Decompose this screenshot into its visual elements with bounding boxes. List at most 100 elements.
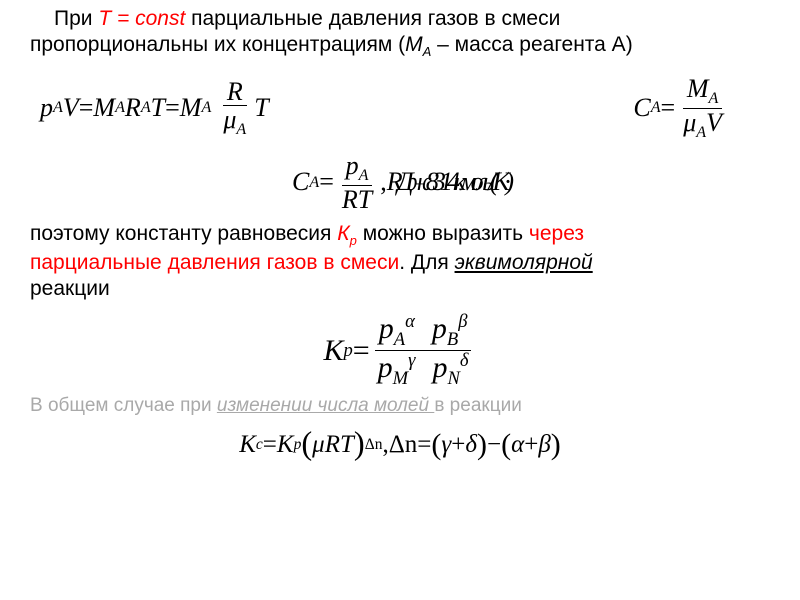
eq1-left: pAV = MARAT = MA R μA T xyxy=(40,78,269,139)
eq1-M: M xyxy=(93,92,115,125)
kc-gamma: γ xyxy=(441,429,451,460)
para1-lead: При xyxy=(30,7,98,30)
eq-row-1: pAV = MARAT = MA R μA T CA = MA μAV xyxy=(30,75,770,142)
eq1-frac-num: R xyxy=(223,78,247,106)
kc-lpar3: ( xyxy=(501,426,511,464)
eq1-eq2: = xyxy=(165,92,180,125)
eq1-eq1: = xyxy=(79,92,94,125)
kc-delta: δ xyxy=(465,429,477,460)
eq-mid: CA = pA RT , R Дж8314кмоль/ (K · ) xyxy=(292,152,508,213)
p2-Kp: К xyxy=(337,222,349,245)
kc-rpar3: ) xyxy=(551,426,561,464)
kc-c: c xyxy=(256,435,263,454)
kc-mu: μ xyxy=(312,429,325,460)
kp-frac: pAα pBβ pMγ pNδ xyxy=(374,312,473,388)
para-2: поэтому константу равновесия Кp можно вы… xyxy=(30,221,770,302)
ca-M: M xyxy=(687,74,709,103)
kp-B: B xyxy=(447,329,458,350)
mid-A: A xyxy=(309,173,319,193)
p2-d: парциальные давления газов в смеси xyxy=(30,251,399,274)
kc-rpar2: ) xyxy=(477,426,487,464)
para1-MA: M xyxy=(405,33,423,56)
para1-line2b: – масса реагента А) xyxy=(431,33,632,56)
kp-N: N xyxy=(448,368,460,389)
kc-K: K xyxy=(239,429,256,460)
kp-eq: = xyxy=(353,332,370,370)
kp-beta: β xyxy=(458,311,467,332)
kp-p: p xyxy=(343,339,352,362)
mid-den: RT xyxy=(338,186,376,213)
p2-a: поэтому константу равновесия xyxy=(30,222,337,245)
kp-pN: p xyxy=(433,351,448,384)
p2-e: . Для xyxy=(399,251,454,274)
eq1-muA: A xyxy=(236,121,246,138)
kc-Kp: K xyxy=(277,429,294,460)
mid-p: p xyxy=(346,151,359,180)
mid-eq: = xyxy=(319,166,334,199)
para1-after-t: парциальные давления газов в смеси xyxy=(185,7,560,30)
eq1-MA: A xyxy=(115,98,125,118)
kp-A: A xyxy=(394,329,405,350)
kc-rpar: ) xyxy=(354,424,365,465)
kc-lpar: ( xyxy=(301,424,312,465)
para-3: В общем случае при изменении числа молей… xyxy=(30,394,770,418)
mid-frac: pA RT xyxy=(338,152,376,213)
ca-mu: μ xyxy=(683,108,696,137)
kp-pB: p xyxy=(432,312,447,345)
ca-muA: A xyxy=(696,124,706,141)
kc-T: T xyxy=(340,429,354,460)
ca-num: MA xyxy=(683,75,723,109)
para-1: При T = const парциальные давления газов… xyxy=(30,6,770,61)
eq1-T2: T xyxy=(254,92,268,125)
mid-num: pA xyxy=(342,152,373,186)
ca-C: C xyxy=(633,92,650,125)
eq1-p: p xyxy=(40,92,53,125)
eq-kc: Kc = Kp ( μRT )Δn , Δn = (γ + δ) − (α + … xyxy=(30,424,770,465)
ca-A: A xyxy=(651,98,661,118)
p3-a: В общем случае при xyxy=(30,395,217,416)
kc-p: p xyxy=(294,435,302,454)
eq1-T: T xyxy=(151,92,165,125)
kp-alpha: α xyxy=(405,311,415,332)
p3-b: изменении числа молей xyxy=(217,395,434,416)
kp-block: Kp = pAα pBβ pMγ pNδ xyxy=(323,312,476,388)
ca-eq: = xyxy=(661,92,676,125)
kc-plus2: + xyxy=(524,429,538,460)
slide: При T = const парциальные давления газов… xyxy=(0,6,800,600)
ca-MA: A xyxy=(709,90,719,107)
ca-frac: MA μAV xyxy=(679,75,726,142)
kp-pM: p xyxy=(378,351,393,384)
eq1-frac: R μA xyxy=(219,78,250,139)
ca-den: μAV xyxy=(679,109,726,142)
p2-c: через xyxy=(529,222,584,245)
para1-line2a: пропорциональны их концентрациям ( xyxy=(30,33,405,56)
eq1-frac-den: μA xyxy=(219,106,250,139)
kc-beta: β xyxy=(538,429,550,460)
kp-pA: p xyxy=(379,312,394,345)
para1-MA-sub: A xyxy=(423,44,432,59)
eq1-pA: A xyxy=(53,98,63,118)
kc-R: R xyxy=(325,429,340,460)
kc-dn2: Δn xyxy=(389,429,418,460)
eq1-MA2: A xyxy=(201,98,211,118)
kp-K: K xyxy=(323,332,343,370)
p2-g: реакции xyxy=(30,277,110,300)
p2-f: эквимолярной xyxy=(455,251,593,274)
eq1-mu: μ xyxy=(223,105,236,134)
kp-delta: δ xyxy=(460,350,469,371)
kp-den: pMγ pNδ xyxy=(374,351,473,389)
p2-Kp-sub: p xyxy=(350,234,357,249)
ca-V: V xyxy=(706,108,722,137)
eq1-RA: A xyxy=(141,98,151,118)
eq-kp: Kp = pAα pBβ pMγ pNδ xyxy=(30,312,770,388)
kc-lpar2: ( xyxy=(431,426,441,464)
eq1-V: V xyxy=(63,92,79,125)
kp-M: M xyxy=(393,368,409,389)
eq-ca-right: CA = MA μAV xyxy=(633,75,730,142)
kc-block: Kc = Kp ( μRT )Δn , Δn = (γ + δ) − (α + … xyxy=(239,424,561,465)
mid-T: T xyxy=(358,185,372,214)
kc-alpha: α xyxy=(511,429,524,460)
para1-t-eq: T = const xyxy=(98,7,185,30)
mid-garble: R Дж8314кмоль/ (K · ) xyxy=(387,166,508,199)
eq1-M2: M xyxy=(180,92,202,125)
